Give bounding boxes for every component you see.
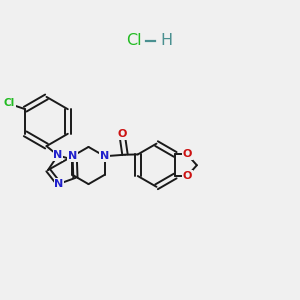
Text: N: N: [68, 151, 77, 161]
Text: N: N: [53, 150, 62, 161]
Text: O: O: [118, 129, 127, 139]
Text: N: N: [100, 151, 109, 161]
Text: N: N: [54, 179, 64, 189]
Text: H: H: [160, 33, 172, 48]
Text: O: O: [182, 171, 192, 181]
Text: Cl: Cl: [4, 98, 15, 108]
Text: Cl: Cl: [126, 33, 141, 48]
Text: O: O: [182, 149, 192, 159]
